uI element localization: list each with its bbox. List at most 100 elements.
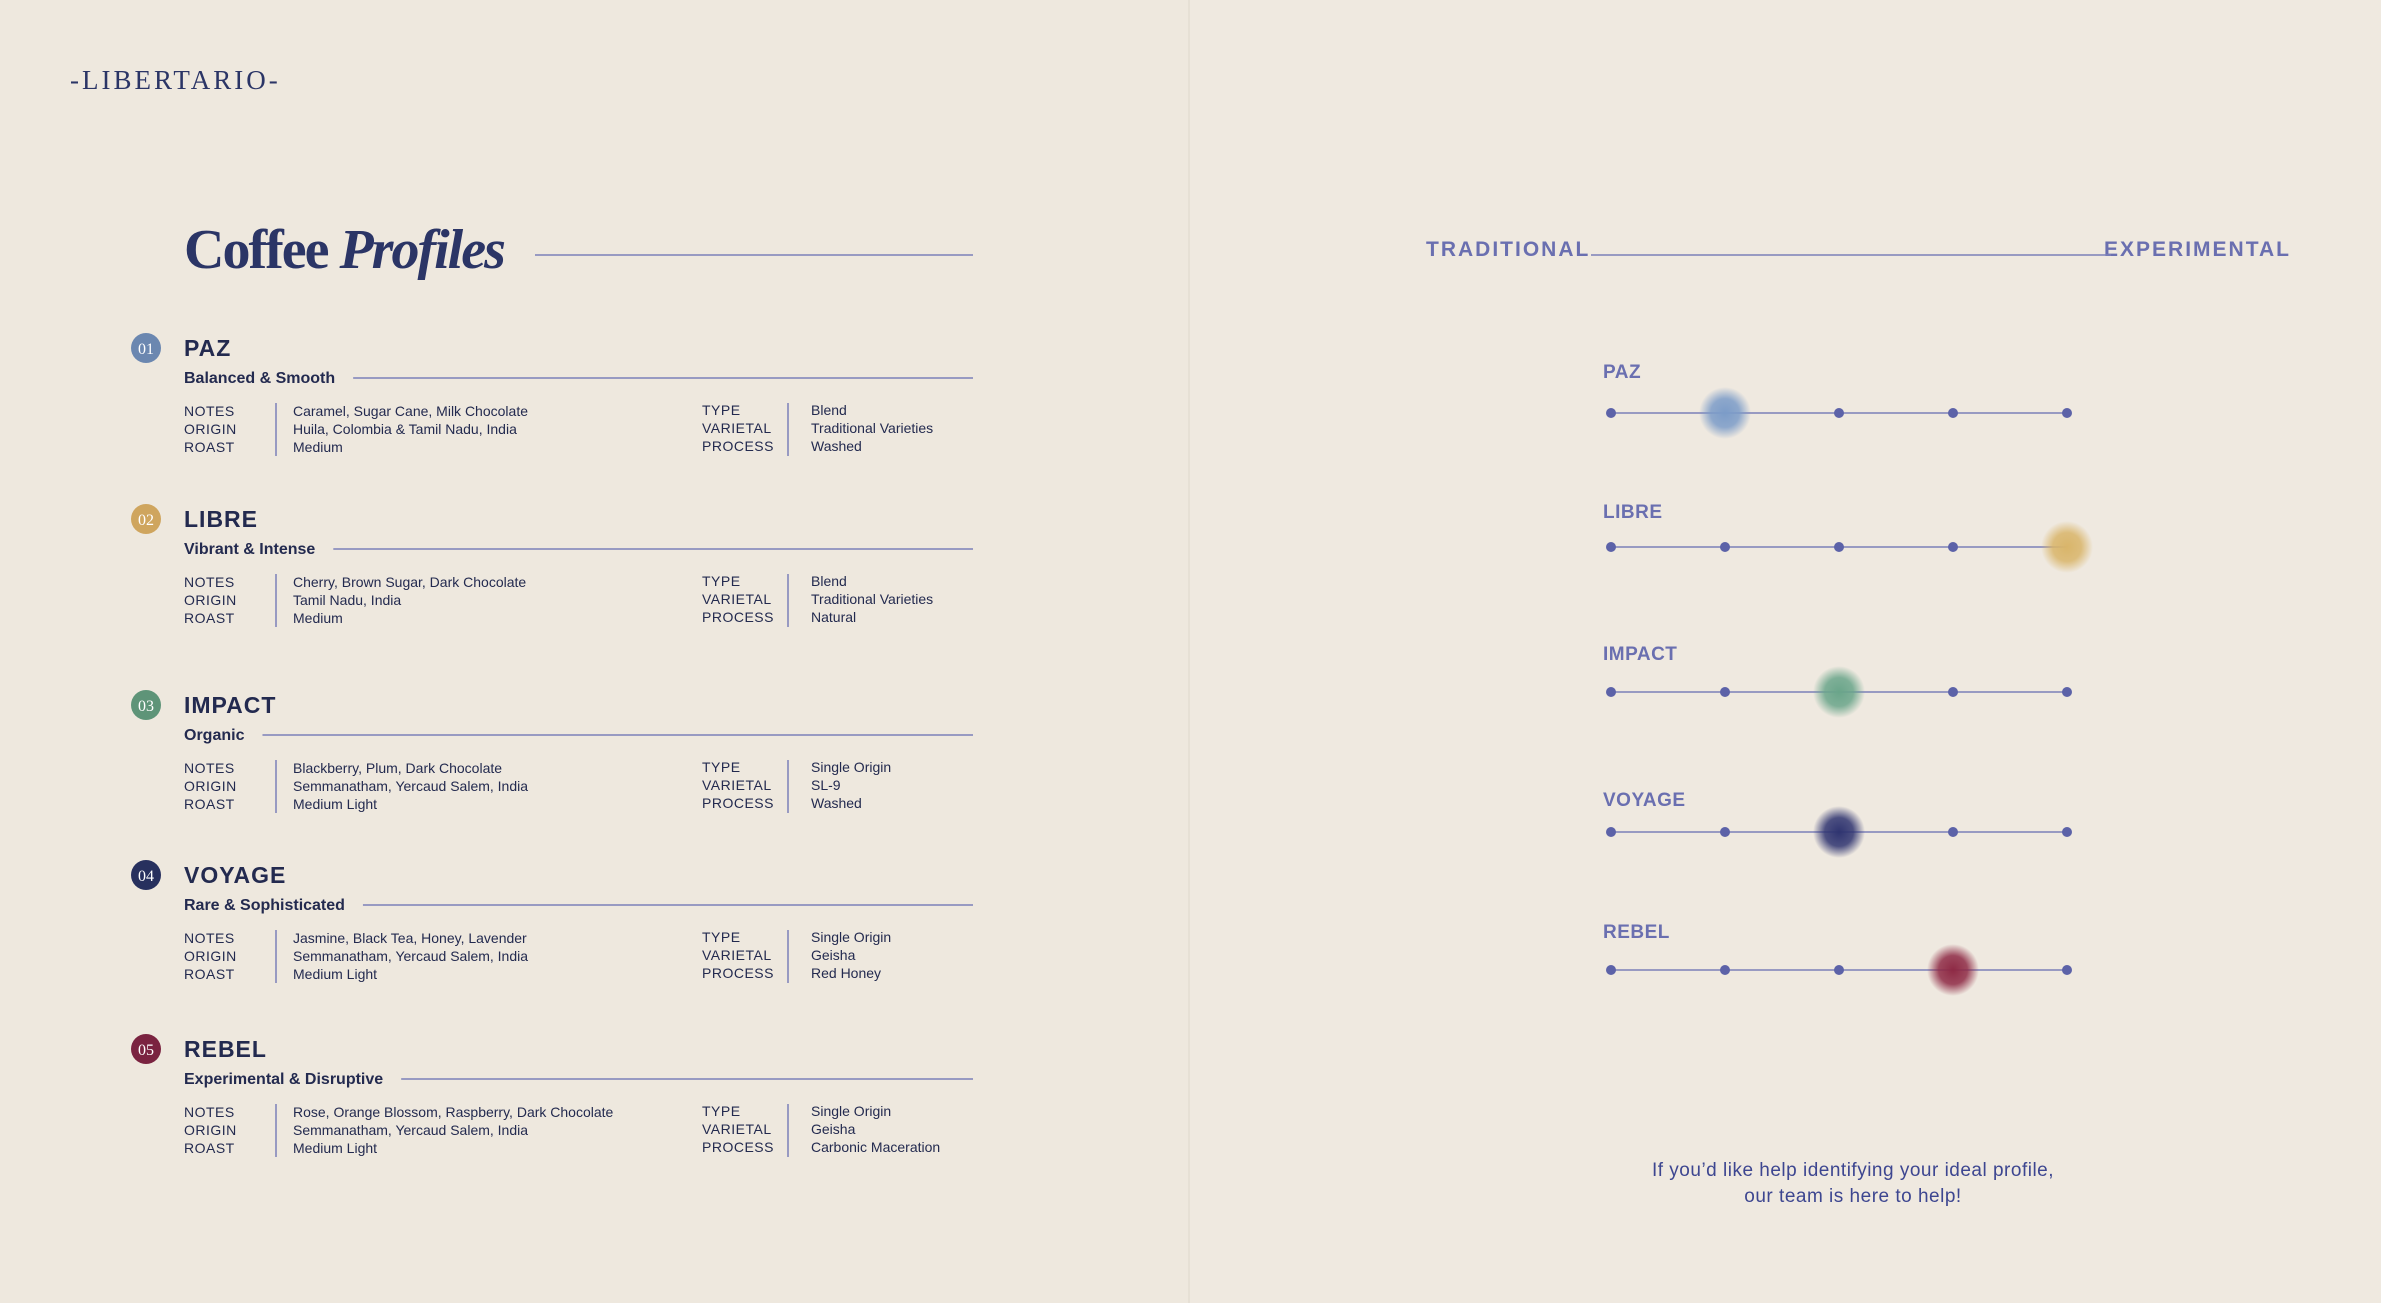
detail-value: Jasmine, Black Tea, Honey, Lavender <box>293 930 527 946</box>
spec-label: VARIETAL <box>702 777 772 793</box>
spectrum-dot <box>1834 542 1844 552</box>
help-text: If you’d like help identifying your idea… <box>1652 1160 2054 1181</box>
detail-value: Rose, Orange Blossom, Raspberry, Dark Ch… <box>293 1104 614 1120</box>
profile-badge <box>131 690 161 720</box>
spectrum-dot <box>1720 687 1730 697</box>
detail-label: NOTES <box>184 760 235 776</box>
spec-label: VARIETAL <box>702 420 772 436</box>
profile-name: REBEL <box>184 1036 267 1062</box>
spectrum-dot <box>2062 827 2072 837</box>
spec-value: Single Origin <box>811 1103 891 1119</box>
detail-label: ROAST <box>184 1140 235 1156</box>
spectrum-position <box>1813 666 1865 718</box>
spec-value: SL-9 <box>811 777 841 793</box>
spec-value: Traditional Varieties <box>811 420 933 436</box>
detail-label: ORIGIN <box>184 421 237 437</box>
spec-value: Blend <box>811 402 847 418</box>
spec-label: PROCESS <box>702 795 774 811</box>
profile-name: PAZ <box>184 335 231 361</box>
spectrum-dot <box>1720 827 1730 837</box>
spec-label: TYPE <box>702 759 741 775</box>
profile-name: IMPACT <box>184 692 276 718</box>
profile-number: 02 <box>138 512 154 529</box>
spec-value: Single Origin <box>811 929 891 945</box>
spec-label: PROCESS <box>702 438 774 454</box>
spectrum-position <box>1813 806 1865 858</box>
detail-label: NOTES <box>184 1104 235 1120</box>
profile-badge <box>131 860 161 890</box>
left-panel <box>0 0 1189 1303</box>
profile-tagline: Vibrant & Intense <box>184 541 315 558</box>
detail-label: ROAST <box>184 796 235 812</box>
spectrum-right-label: EXPERIMENTAL <box>2104 238 2291 261</box>
spec-label: PROCESS <box>702 609 774 625</box>
detail-value: Tamil Nadu, India <box>293 592 401 608</box>
spec-value: Geisha <box>811 947 856 963</box>
spectrum-dot <box>1948 827 1958 837</box>
profile-name: LIBRE <box>184 506 258 532</box>
brand-logo: -LIBERTARIO- <box>70 65 281 95</box>
spectrum-item-name: LIBRE <box>1603 502 1663 523</box>
detail-value: Medium <box>293 439 343 455</box>
page-title: Coffee Profiles <box>184 219 505 281</box>
title-main: Coffee <box>184 219 329 281</box>
profile-number: 01 <box>138 341 154 358</box>
spectrum-position <box>1927 944 1979 996</box>
spectrum-item-name: REBEL <box>1603 922 1670 943</box>
detail-label: ROAST <box>184 439 235 455</box>
detail-value: Medium <box>293 610 343 626</box>
spec-value: Red Honey <box>811 965 881 981</box>
spec-label: VARIETAL <box>702 1121 772 1137</box>
profile-number: 04 <box>138 868 154 885</box>
spec-value: Washed <box>811 795 862 811</box>
detail-label: ROAST <box>184 610 235 626</box>
spec-label: PROCESS <box>702 1139 774 1155</box>
spec-value: Natural <box>811 609 856 625</box>
spectrum-dot <box>2062 408 2072 418</box>
spectrum-left-label: TRADITIONAL <box>1426 238 1590 261</box>
spec-value: Carbonic Maceration <box>811 1139 940 1155</box>
profile-number: 03 <box>138 698 154 715</box>
spectrum-dot <box>1720 542 1730 552</box>
spectrum-dot <box>1606 965 1616 975</box>
detail-value: Caramel, Sugar Cane, Milk Chocolate <box>293 403 528 419</box>
detail-value: Blackberry, Plum, Dark Chocolate <box>293 760 502 776</box>
spec-label: TYPE <box>702 1103 741 1119</box>
spec-value: Geisha <box>811 1121 856 1137</box>
detail-value: Huila, Colombia & Tamil Nadu, India <box>293 421 517 437</box>
spectrum-item-name: VOYAGE <box>1603 790 1686 811</box>
detail-label: ORIGIN <box>184 1122 237 1138</box>
spectrum-item-name: IMPACT <box>1603 644 1677 665</box>
detail-value: Medium Light <box>293 966 377 982</box>
spectrum-dot <box>1834 965 1844 975</box>
spectrum-item-name: PAZ <box>1603 362 1641 383</box>
help-text: our team is here to help! <box>1744 1186 1961 1207</box>
detail-value: Semmanatham, Yercaud Salem, India <box>293 778 528 794</box>
title-italic: Profiles <box>338 219 505 281</box>
spec-value: Blend <box>811 573 847 589</box>
spectrum-dot <box>1606 827 1616 837</box>
spec-label: TYPE <box>702 573 741 589</box>
detail-value: Medium Light <box>293 1140 377 1156</box>
spec-label: PROCESS <box>702 965 774 981</box>
profile-tagline: Balanced & Smooth <box>184 370 335 387</box>
spec-label: TYPE <box>702 402 741 418</box>
profile-tagline: Rare & Sophisticated <box>184 897 345 914</box>
spectrum-dot <box>1948 542 1958 552</box>
profile-badge <box>131 1034 161 1064</box>
detail-value: Cherry, Brown Sugar, Dark Chocolate <box>293 574 526 590</box>
spectrum-dot <box>1606 542 1616 552</box>
spectrum-dot <box>2062 687 2072 697</box>
spec-value: Single Origin <box>811 759 891 775</box>
spec-label: VARIETAL <box>702 947 772 963</box>
spectrum-dot <box>1720 965 1730 975</box>
profile-badge <box>131 333 161 363</box>
profile-tagline: Experimental & Disruptive <box>184 1071 383 1088</box>
profile-tagline: Organic <box>184 727 245 744</box>
profile-name: VOYAGE <box>184 862 286 888</box>
spectrum-dot <box>1834 408 1844 418</box>
spectrum-position <box>1699 387 1751 439</box>
detail-label: ORIGIN <box>184 948 237 964</box>
spec-value: Washed <box>811 438 862 454</box>
